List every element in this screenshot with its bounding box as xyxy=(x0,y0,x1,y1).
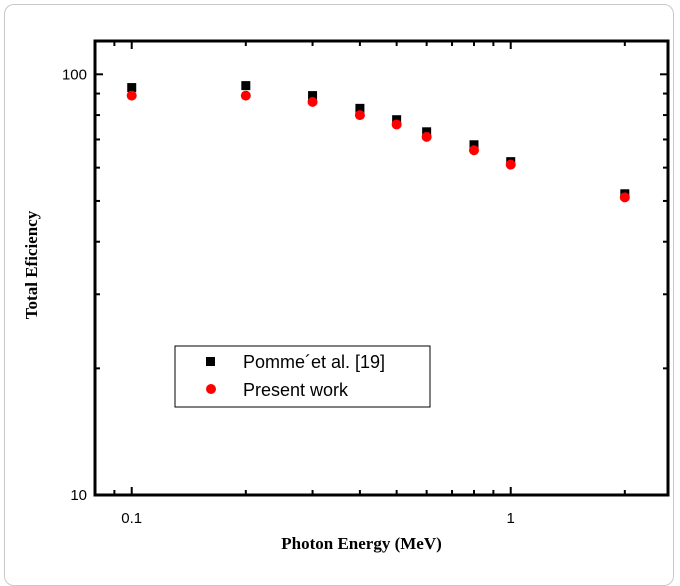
axis-ticks xyxy=(94,41,668,496)
data-point-square xyxy=(241,81,251,91)
y-axis-title: Total Eficiency xyxy=(22,210,41,319)
legend-marker-present-work xyxy=(206,384,216,394)
data-point-square xyxy=(127,83,137,93)
figure-frame xyxy=(4,4,674,586)
legend-marker-pomme xyxy=(206,357,215,366)
x-tick-label: 0.1 xyxy=(121,510,142,527)
plot-area xyxy=(93,39,670,497)
data-point-circle xyxy=(505,159,516,170)
tick-labels: 0.1 1 10 100 xyxy=(62,66,515,527)
data-point-circle xyxy=(240,90,251,101)
data-point-square xyxy=(422,127,432,137)
data-point-circle xyxy=(421,131,432,142)
data-point-circle xyxy=(126,90,137,101)
data-point-square xyxy=(308,91,318,101)
data-marks xyxy=(126,81,630,203)
data-point-circle xyxy=(307,96,318,107)
data-point-circle xyxy=(391,119,402,130)
data-point-circle xyxy=(468,145,479,156)
legend: Pomme´et al. [19] Present work xyxy=(174,345,431,408)
data-point-square xyxy=(469,140,479,150)
legend-box xyxy=(174,345,431,408)
x-axis-title: Photon Energy (MeV) xyxy=(281,534,442,553)
data-point-circle xyxy=(619,192,630,203)
data-point-circle xyxy=(354,110,365,121)
efficiency-chart: 0.1 1 10 100 Pomme´et al. [19] Present work… xyxy=(22,39,670,553)
legend-label-pomme: Pomme´et al. [19] xyxy=(243,352,385,372)
y-tick-label: 10 xyxy=(70,487,87,504)
x-tick-label: 1 xyxy=(507,510,515,527)
data-point-square xyxy=(355,103,365,113)
legend-label-present-work: Present work xyxy=(243,380,349,400)
y-tick-label: 100 xyxy=(62,66,87,83)
